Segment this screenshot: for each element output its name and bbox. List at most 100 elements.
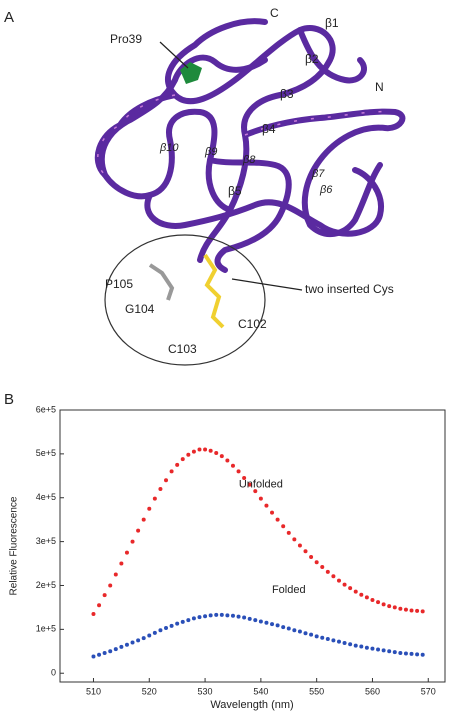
panel-label: A [4,9,14,26]
series-label: Unfolded [239,478,283,490]
data-point [258,496,263,501]
structure-label: Pro39 [110,32,142,46]
data-point [314,634,319,639]
highlight-ellipse [104,234,266,366]
panel-label: B [4,391,14,408]
y-axis-label: Relative Fluorescence [9,496,20,595]
data-point [113,647,118,652]
data-point [420,652,425,657]
data-point [309,632,314,637]
data-point [415,652,420,657]
data-point [258,619,263,624]
data-point [370,646,375,651]
data-point [370,597,375,602]
data-point [270,622,275,627]
x-tick-label: 520 [142,686,157,696]
structure-label: β9 [204,146,217,158]
data-point [381,648,386,653]
data-point [342,582,347,587]
y-tick-label: 6e+5 [36,404,56,414]
data-point [97,603,102,608]
structure-label: P105 [105,277,133,291]
data-point [203,614,208,619]
data-point [297,629,302,634]
cys-arrow [231,278,303,291]
data-point [359,644,364,649]
data-point [175,621,180,626]
data-point [359,592,364,597]
structure-label: C [270,6,279,20]
data-point [247,616,252,621]
x-tick-label: 560 [365,686,380,696]
x-axis-label: Wavelength (nm) [210,699,293,711]
data-point [119,644,124,649]
structure-label: β6 [319,184,333,196]
data-point [403,607,408,612]
data-point [247,482,252,487]
structure-labels: Cβ1 Pro39 β2 Nβ3 β4 β10 β9 β8 β7 β6 β5 P105 two inse… [105,6,394,356]
structure-label: β3 [280,87,294,101]
data-point [253,618,258,623]
structure-label: β2 [305,52,319,66]
data-point [124,550,129,555]
data-point [136,528,141,533]
data-point [286,530,291,535]
data-point [225,458,230,463]
data-point [197,615,202,620]
pro39-arrow [159,41,189,69]
data-point [158,628,163,633]
y-tick-label: 2e+5 [36,580,56,590]
data-point [236,469,241,474]
data-point [102,651,107,656]
data-point [325,637,330,642]
data-point [286,626,291,631]
data-point [141,636,146,641]
pro-gly-residues [148,263,175,301]
data-point [314,560,319,565]
data-point [152,496,157,501]
data-point [169,623,174,628]
data-point [102,593,107,598]
y-tick-label: 0 [51,668,56,678]
data-point [398,606,403,611]
structure-label: β1 [325,16,339,30]
data-point [409,651,414,656]
structure-label: β5 [228,184,242,198]
data-point [225,613,230,618]
data-point [303,549,308,554]
data-point [208,448,213,453]
data-point [219,454,224,459]
data-point [119,561,124,566]
data-point [180,457,185,462]
data-point [309,554,314,559]
data-point [242,615,247,620]
y-tick-label: 3e+5 [36,536,56,546]
data-point [392,605,397,610]
data-point [230,463,235,468]
data-point [136,638,141,643]
data-point [275,517,280,522]
data-point [342,640,347,645]
data-point [336,578,341,583]
structure-label: β4 [262,122,276,136]
data-point [253,489,258,494]
data-point [364,645,369,650]
data-point [331,638,336,643]
data-point [180,619,185,624]
data-point [420,609,425,614]
data-point [230,613,235,618]
data-point [214,612,219,617]
data-point [387,604,392,609]
x-tick-label: 530 [198,686,213,696]
data-point [403,651,408,656]
pro39-residue [180,62,202,84]
structure-label: β8 [242,154,256,166]
structure-label: C103 [168,342,197,356]
data-point [381,602,386,607]
data-point [158,486,163,491]
data-point [325,569,330,574]
x-tick-label: 510 [86,686,101,696]
data-point [392,650,397,655]
